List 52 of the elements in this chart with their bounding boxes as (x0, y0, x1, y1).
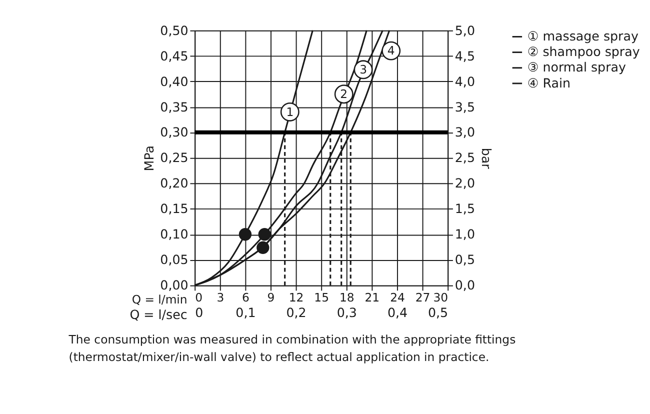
y2-tick-label: 0,5 (454, 252, 475, 268)
x-tick-label: 15 (314, 290, 330, 304)
text: The consumption was measured in combination with the appropriate fittings (thermostat/mixer/in-wall valve) to reflect actual application in practice. (68, 332, 516, 364)
annotation: 4 (387, 44, 395, 58)
x2-tick-label: 0,1 (236, 304, 256, 320)
y-tick-label: 0,25 (160, 150, 188, 166)
y-tick-label: 0,15 (160, 201, 188, 216)
y2-tick-label: 2,0 (454, 176, 475, 191)
y2-tick-label: 1,5 (454, 201, 475, 216)
legend-label: ④ Rain (527, 75, 570, 90)
y-tick-label: 0,50 (160, 22, 188, 38)
x-tick-label: 18 (339, 290, 354, 304)
annotation: 1 (286, 104, 294, 119)
x-tick-label: 3 (216, 290, 224, 304)
y-tick-label: 0,40 (160, 74, 188, 89)
y2-tick-label: 1,0 (454, 226, 475, 242)
y-tick-label: 0,05 (160, 252, 188, 268)
x2-tick-label: 0 (195, 304, 204, 320)
y-tick-label: 0,35 (160, 99, 188, 114)
y2-axis-title: bar (478, 148, 494, 170)
y-axis-title: MPa (141, 146, 156, 172)
annotation: 3 (360, 62, 367, 77)
y2-tick-label: 0,0 (454, 278, 475, 293)
x-tick-label: 6 (242, 290, 250, 304)
x-tick-label: 0 (195, 290, 203, 304)
legend-label: ② shampoo spray (527, 44, 640, 60)
x-tick-label: 24 (390, 290, 405, 304)
y2-tick-label: 3,0 (454, 124, 475, 140)
x-tick-label: 9 (267, 290, 275, 304)
y-tick-label: 0,30 (160, 124, 188, 140)
x2-tick-label: 0,5 (428, 304, 448, 320)
x2-tick-label: 0,4 (387, 304, 408, 320)
y-tick-label: 0,00 (160, 278, 188, 293)
x-tick-label: 27 (415, 290, 430, 304)
x-axis-title: Q = l/min (132, 292, 188, 306)
y-tick-label: 0,20 (160, 176, 188, 191)
y2-tick-label: 5,0 (454, 22, 475, 38)
x2-tick-label: 0,2 (286, 304, 306, 320)
legend-label: ③ normal spray (527, 60, 626, 75)
y2-tick-label: 3,5 (454, 99, 475, 114)
x-tick-label: 21 (364, 290, 380, 304)
x2-tick-label: 0,3 (336, 304, 357, 320)
y2-tick-label: 4,5 (454, 48, 475, 64)
y-tick-label: 0,45 (160, 48, 188, 64)
y-tick-label: 0,10 (160, 226, 188, 242)
y2-tick-label: 2,5 (454, 150, 475, 166)
annotation: 2 (340, 87, 348, 102)
x-tick-label: 30 (433, 290, 448, 304)
x2-axis-title: Q = l/sec (130, 306, 188, 322)
legend-label: ① massage spray (527, 28, 639, 44)
y2-tick-label: 4,0 (454, 74, 475, 89)
x-tick-label: 12 (288, 290, 304, 304)
